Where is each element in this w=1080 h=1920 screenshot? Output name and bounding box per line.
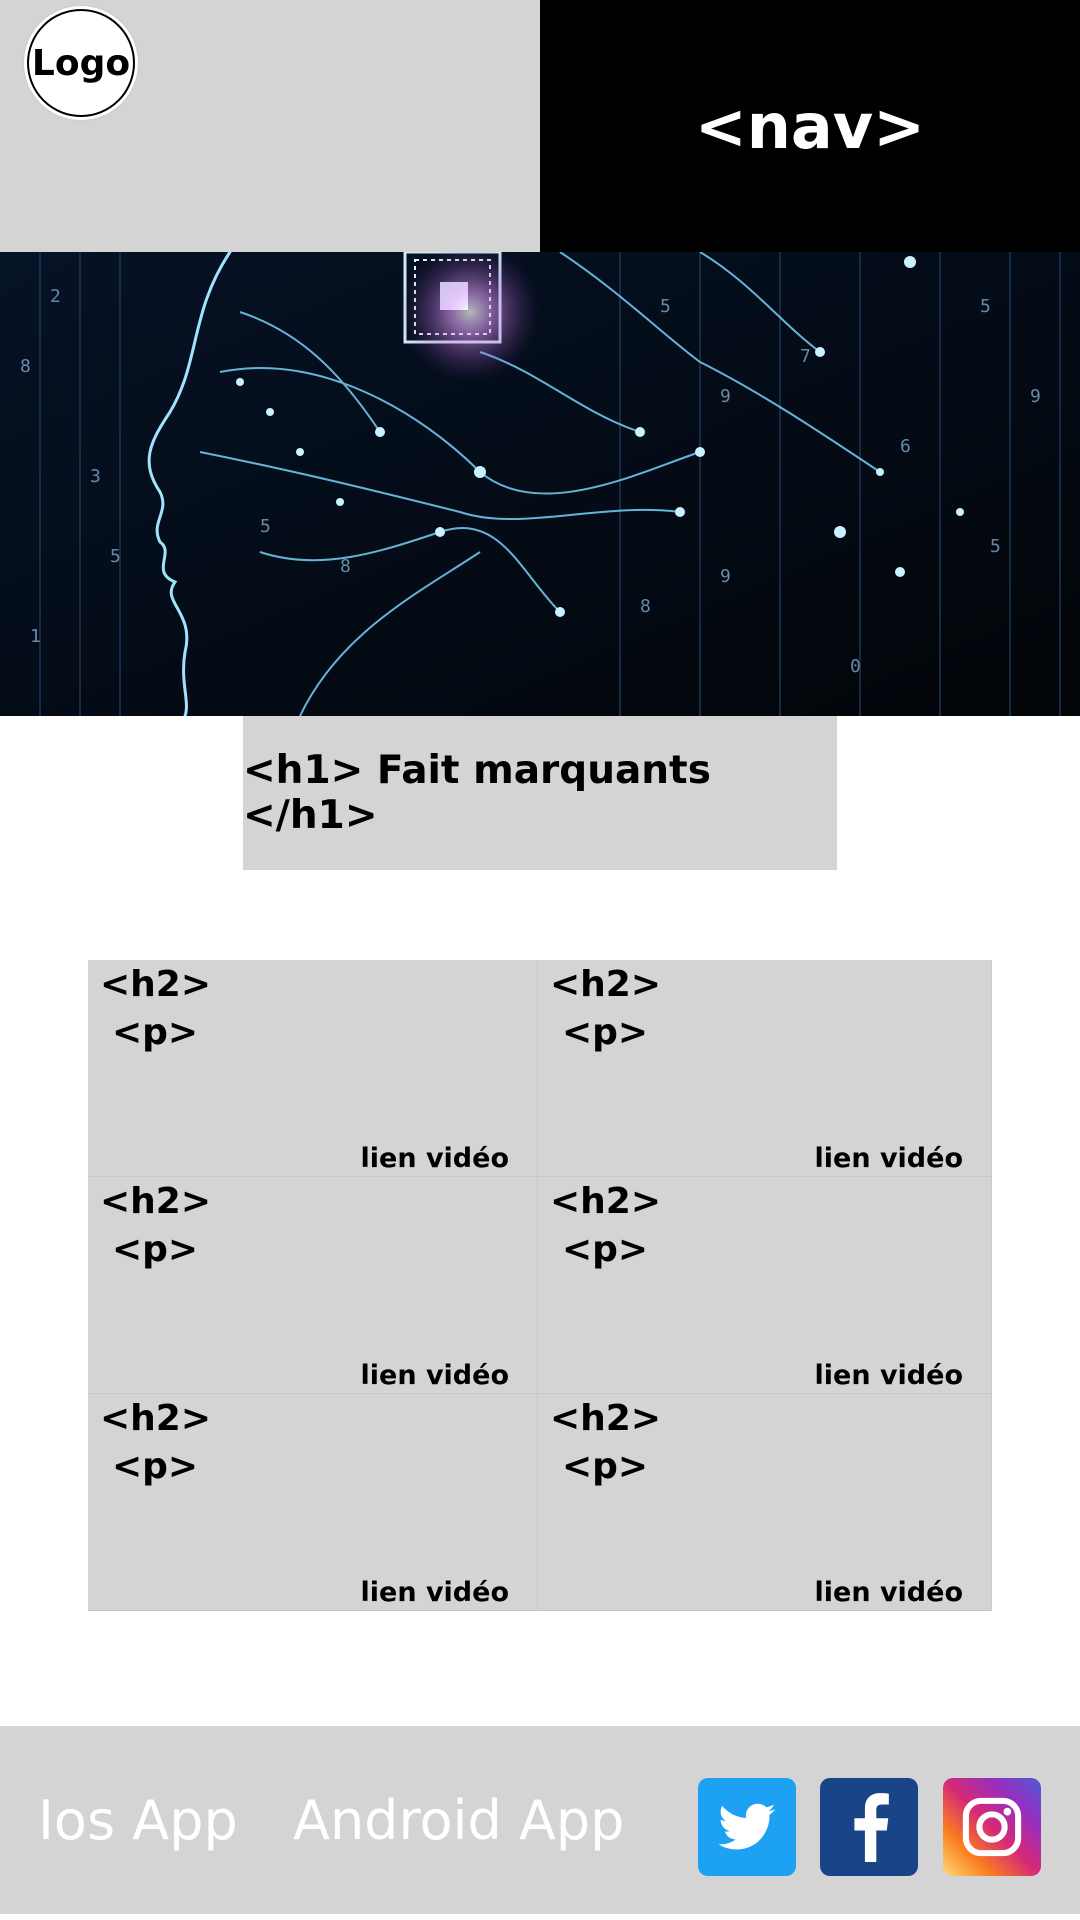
video-link[interactable]: lien vidéo xyxy=(814,1143,964,1174)
card-paragraph: <p> xyxy=(112,1446,199,1487)
ai-circuit-head-illustration: 2 8 3 5 1 5 9 7 6 5 9 5 8 9 0 8 5 xyxy=(0,252,1080,716)
card: <h2> <p> lien vidéo xyxy=(88,960,538,1177)
card-heading: <h2> xyxy=(550,964,662,1005)
card-paragraph: <p> xyxy=(112,1229,199,1270)
svg-text:5: 5 xyxy=(990,536,1001,557)
hero-image: 2 8 3 5 1 5 9 7 6 5 9 5 8 9 0 8 5 xyxy=(0,252,1080,716)
card: <h2> <p> lien vidéo xyxy=(88,1394,538,1611)
card-heading: <h2> xyxy=(100,964,212,1005)
facebook-f-glyph xyxy=(854,1793,889,1862)
svg-text:5: 5 xyxy=(660,296,671,317)
twitter-icon[interactable] xyxy=(698,1778,796,1876)
headline-text: <h1> Fait marquants </h1> xyxy=(243,748,711,838)
video-link[interactable]: lien vidéo xyxy=(814,1577,964,1608)
svg-text:3: 3 xyxy=(90,466,101,487)
svg-text:6: 6 xyxy=(900,436,911,457)
twitter-bird-glyph xyxy=(718,1803,776,1850)
ios-app-link[interactable]: Ios App xyxy=(38,1788,238,1852)
card-heading: <h2> xyxy=(100,1181,212,1222)
card-paragraph: <p> xyxy=(562,1229,649,1270)
svg-text:5: 5 xyxy=(980,296,991,317)
android-app-link[interactable]: Android App xyxy=(293,1788,625,1852)
svg-text:9: 9 xyxy=(1030,386,1041,407)
nav-bar[interactable]: <nav> xyxy=(540,0,1080,252)
footer: Ios App Android App xyxy=(0,1726,1080,1914)
video-link[interactable]: lien vidéo xyxy=(360,1143,510,1174)
card: <h2> <p> lien vidéo xyxy=(538,1177,992,1394)
nav-label: <nav> xyxy=(694,89,926,163)
card: <h2> <p> lien vidéo xyxy=(88,1177,538,1394)
svg-text:7: 7 xyxy=(800,346,811,367)
svg-text:5: 5 xyxy=(110,546,121,567)
svg-text:5: 5 xyxy=(260,516,271,537)
logo[interactable]: Logo xyxy=(22,4,140,122)
instagram-icon[interactable] xyxy=(943,1778,1041,1876)
svg-text:8: 8 xyxy=(340,556,351,577)
card: <h2> <p> lien vidéo xyxy=(538,1394,992,1611)
video-link[interactable]: lien vidéo xyxy=(360,1360,510,1391)
card-paragraph: <p> xyxy=(562,1446,649,1487)
card-paragraph: <p> xyxy=(112,1012,199,1053)
svg-text:9: 9 xyxy=(720,386,731,407)
svg-text:8: 8 xyxy=(640,596,651,617)
svg-text:2: 2 xyxy=(50,286,61,307)
facebook-icon[interactable] xyxy=(820,1778,918,1876)
header-left-panel: Logo xyxy=(0,0,540,252)
svg-text:1: 1 xyxy=(30,626,41,647)
card-heading: <h2> xyxy=(550,1398,662,1439)
logo-text: Logo xyxy=(27,9,135,117)
svg-text:8: 8 xyxy=(20,356,31,377)
instagram-glyph xyxy=(962,1797,1022,1857)
card-heading: <h2> xyxy=(100,1398,212,1439)
svg-text:9: 9 xyxy=(720,566,731,587)
card-heading: <h2> xyxy=(550,1181,662,1222)
card: <h2> <p> lien vidéo xyxy=(538,960,992,1177)
cards-grid: <h2> <p> lien vidéo <h2> <p> lien vidéo … xyxy=(88,960,992,1611)
svg-text:0: 0 xyxy=(850,656,861,677)
page-headline: <h1> Fait marquants </h1> xyxy=(243,716,837,870)
card-paragraph: <p> xyxy=(562,1012,649,1053)
video-link[interactable]: lien vidéo xyxy=(360,1577,510,1608)
video-link[interactable]: lien vidéo xyxy=(814,1360,964,1391)
